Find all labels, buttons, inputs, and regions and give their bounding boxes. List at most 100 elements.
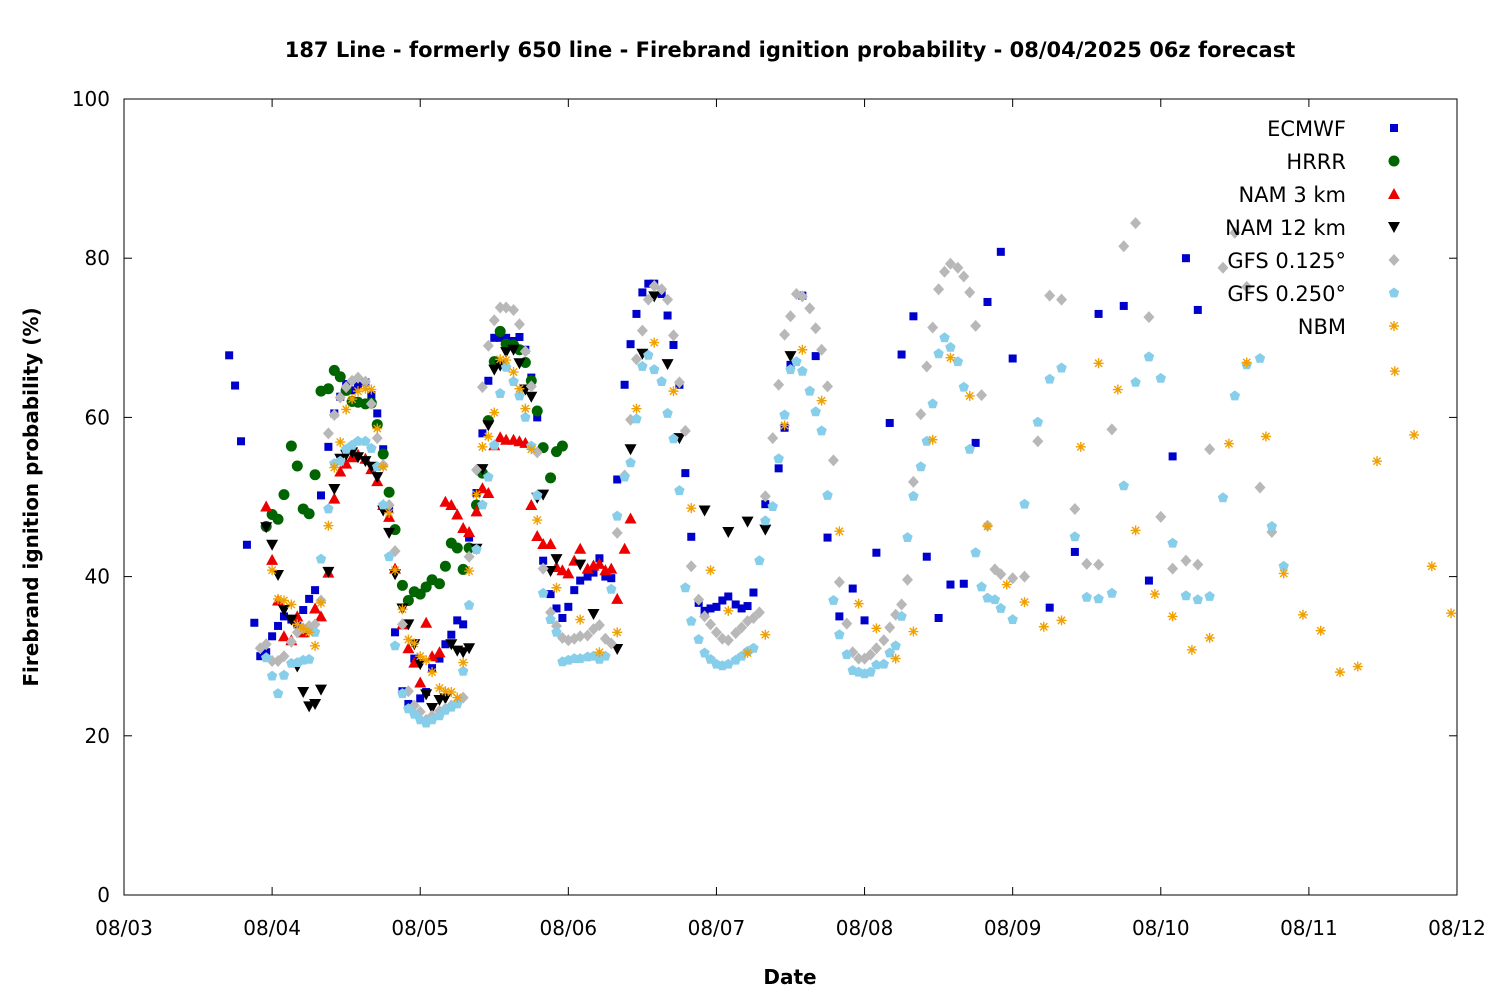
data-point (649, 364, 660, 375)
legend-label: NAM 3 km (1238, 183, 1346, 207)
data-point (537, 562, 549, 575)
data-point (642, 293, 654, 306)
data-point (878, 658, 889, 669)
data-point (816, 425, 827, 436)
data-point (909, 312, 918, 321)
data-point (959, 579, 968, 588)
data-point (266, 670, 278, 681)
data-point (759, 490, 771, 503)
data-point (723, 658, 734, 669)
data-point (396, 618, 408, 631)
data-point (934, 613, 943, 622)
data-point (915, 408, 927, 421)
data-point (1217, 261, 1229, 274)
data-point (619, 471, 630, 482)
y-tick-label: 20 (85, 724, 110, 748)
data-point (828, 595, 839, 605)
data-point (322, 383, 334, 395)
data-point (797, 365, 808, 376)
data-point (1254, 481, 1266, 494)
legend-label: NBM (1298, 315, 1346, 339)
data-point (1119, 301, 1128, 310)
data-point (453, 616, 462, 625)
data-point (1118, 480, 1129, 491)
data-point (1352, 661, 1363, 672)
data-point (811, 352, 820, 361)
data-point (262, 648, 271, 657)
data-point (1426, 561, 1437, 572)
data-point (589, 568, 598, 577)
data-point (457, 665, 469, 676)
legend-label: HRRR (1286, 150, 1346, 174)
data-point (451, 542, 463, 554)
data-point (885, 418, 894, 427)
data-point (730, 627, 742, 640)
data-point (593, 557, 606, 569)
data-point (545, 606, 557, 619)
data-point (1056, 615, 1067, 626)
data-point (995, 602, 1006, 613)
data-point (922, 552, 931, 561)
data-point (315, 597, 326, 608)
plot-frame (123, 98, 1458, 896)
data-point (668, 433, 679, 444)
data-point (1112, 384, 1123, 395)
data-point (1278, 568, 1289, 579)
data-point (482, 487, 495, 499)
data-point (582, 629, 594, 642)
data-point (525, 391, 538, 403)
x-tick-label: 08/09 (984, 916, 1042, 940)
legend-marker (1388, 188, 1400, 199)
data-point (285, 440, 297, 452)
data-point (507, 344, 520, 356)
data-point (352, 371, 364, 384)
data-point (445, 498, 458, 510)
data-point (827, 454, 839, 467)
data-point (989, 594, 1001, 605)
legend-marker (1388, 254, 1400, 266)
data-point (742, 648, 753, 659)
data-point (1192, 558, 1204, 571)
data-point (439, 560, 451, 572)
data-point (545, 614, 556, 624)
data-point (593, 619, 605, 632)
data-point (465, 533, 474, 542)
data-point (995, 568, 1007, 581)
data-point (982, 592, 993, 603)
data-point (1093, 558, 1105, 571)
data-point (637, 361, 648, 371)
data-point (693, 593, 705, 606)
data-point (644, 279, 653, 288)
data-point (1106, 587, 1118, 598)
legend-label: GFS 0.125° (1227, 249, 1346, 273)
data-point (470, 505, 483, 517)
data-point (434, 683, 445, 694)
data-point (426, 702, 439, 714)
data-point (612, 627, 623, 638)
data-point (367, 391, 376, 400)
data-point (482, 420, 495, 432)
data-point (352, 452, 365, 464)
data-point (495, 354, 506, 365)
data-point (502, 333, 511, 342)
data-point (1044, 289, 1056, 302)
data-point (457, 563, 469, 575)
data-point (1181, 254, 1190, 263)
data-point (478, 429, 487, 438)
data-point (514, 383, 525, 394)
data-point (976, 581, 987, 592)
data-point (674, 485, 685, 496)
data-point (705, 565, 716, 576)
data-point (286, 599, 297, 610)
data-point (907, 475, 919, 488)
data-point (774, 464, 783, 473)
data-point (607, 574, 616, 583)
data-point (464, 566, 475, 577)
data-point (908, 490, 919, 501)
data-point (359, 375, 371, 388)
data-point (440, 686, 451, 697)
data-point (741, 516, 754, 528)
data-point (558, 613, 567, 622)
data-point (594, 647, 605, 658)
